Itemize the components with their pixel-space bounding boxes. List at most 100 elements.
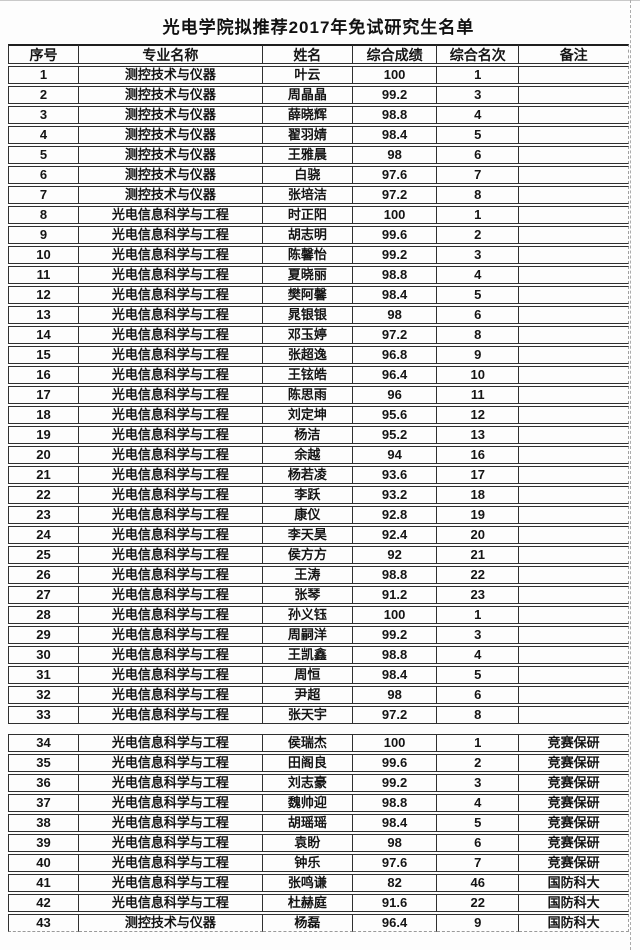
table-row: 6 测控技术与仪器 白骁 97.6 7 <box>8 166 629 184</box>
cell-major: 光电信息科学与工程 <box>79 814 263 832</box>
cell-rank: 46 <box>437 874 520 892</box>
cell-note <box>519 526 629 544</box>
cell-rank: 4 <box>437 266 520 284</box>
cell-rank: 5 <box>437 126 520 144</box>
cell-name: 晁银银 <box>262 306 353 324</box>
cell-rank: 9 <box>437 914 520 932</box>
column-header-name: 姓名 <box>262 44 353 64</box>
cell-rank: 22 <box>437 566 520 584</box>
table-row: 40 光电信息科学与工程 钟乐 97.6 7 竞赛保研 <box>8 854 629 872</box>
cell-seq: 8 <box>8 206 80 224</box>
cell-seq: 33 <box>8 706 80 724</box>
cell-seq: 28 <box>8 606 80 624</box>
table-row: 16 光电信息科学与工程 王铉皓 96.4 10 <box>8 366 629 384</box>
cell-seq: 40 <box>8 854 80 872</box>
cell-score: 98.8 <box>352 794 438 812</box>
cell-name: 王雅晨 <box>262 146 353 164</box>
table-row: 31 光电信息科学与工程 周恒 98.4 5 <box>8 666 629 684</box>
table-row: 34 光电信息科学与工程 侯瑞杰 100 1 竞赛保研 <box>8 734 629 752</box>
cell-name: 陈馨怡 <box>262 246 353 264</box>
cell-seq: 31 <box>8 666 80 684</box>
cell-note <box>519 686 629 704</box>
cell-rank: 5 <box>437 814 520 832</box>
cell-seq: 5 <box>8 146 80 164</box>
cell-major: 光电信息科学与工程 <box>79 626 263 644</box>
cell-rank: 18 <box>437 486 520 504</box>
cell-name: 侯瑞杰 <box>262 734 353 752</box>
cell-seq: 2 <box>8 86 80 104</box>
cell-score: 97.2 <box>352 706 438 724</box>
table-row: 21 光电信息科学与工程 杨若凌 93.6 17 <box>8 466 629 484</box>
cell-note <box>519 306 629 324</box>
cell-seq: 19 <box>8 426 80 444</box>
cell-note <box>519 386 629 404</box>
cell-seq: 41 <box>8 874 80 892</box>
table-row: 25 光电信息科学与工程 侯方方 92 21 <box>8 546 629 564</box>
cell-score: 97.6 <box>352 854 438 872</box>
table-row: 29 光电信息科学与工程 周嗣洋 99.2 3 <box>8 626 629 644</box>
cell-name: 王凯鑫 <box>262 646 353 664</box>
cell-seq: 11 <box>8 266 80 284</box>
cell-major: 光电信息科学与工程 <box>79 734 263 752</box>
cell-rank: 3 <box>437 774 520 792</box>
table-row: 26 光电信息科学与工程 王涛 98.8 22 <box>8 566 629 584</box>
cell-score: 93.2 <box>352 486 438 504</box>
cell-major: 光电信息科学与工程 <box>79 326 263 344</box>
cell-name: 杜赫庭 <box>262 894 353 912</box>
cell-major: 光电信息科学与工程 <box>79 666 263 684</box>
cell-seq: 3 <box>8 106 80 124</box>
table-row: 27 光电信息科学与工程 张琴 91.2 23 <box>8 586 629 604</box>
cell-name: 侯方方 <box>262 546 353 564</box>
cell-rank: 2 <box>437 226 520 244</box>
cell-note <box>519 506 629 524</box>
table-row: 3 测控技术与仪器 薛晓辉 98.8 4 <box>8 106 629 124</box>
cell-note: 竞赛保研 <box>519 734 629 752</box>
cell-score: 98.4 <box>352 286 438 304</box>
cell-rank: 5 <box>437 286 520 304</box>
cell-major: 测控技术与仪器 <box>79 146 263 164</box>
cell-rank: 10 <box>437 366 520 384</box>
cell-name: 翟羽婧 <box>262 126 353 144</box>
cell-rank: 16 <box>437 446 520 464</box>
cell-major: 测控技术与仪器 <box>79 106 263 124</box>
cell-name: 李跃 <box>262 486 353 504</box>
cell-note: 国防科大 <box>519 874 629 892</box>
table-row: 37 光电信息科学与工程 魏帅迎 98.8 4 竞赛保研 <box>8 794 629 812</box>
cell-major: 测控技术与仪器 <box>79 186 263 204</box>
cell-major: 光电信息科学与工程 <box>79 874 263 892</box>
cell-seq: 26 <box>8 566 80 584</box>
cell-score: 98.8 <box>352 266 438 284</box>
cell-name: 刘志豪 <box>262 774 353 792</box>
cell-score: 97.2 <box>352 186 438 204</box>
cell-seq: 25 <box>8 546 80 564</box>
table-row: 9 光电信息科学与工程 胡志明 99.6 2 <box>8 226 629 244</box>
cell-score: 98 <box>352 146 438 164</box>
cell-seq: 39 <box>8 834 80 852</box>
cell-score: 95.2 <box>352 426 438 444</box>
cell-major: 光电信息科学与工程 <box>79 446 263 464</box>
column-header-major: 专业名称 <box>79 44 263 64</box>
cell-score: 96.8 <box>352 346 438 364</box>
cell-name: 张天宇 <box>262 706 353 724</box>
cell-rank: 3 <box>437 86 520 104</box>
cell-score: 92.4 <box>352 526 438 544</box>
cell-name: 周嗣洋 <box>262 626 353 644</box>
cell-note <box>519 226 629 244</box>
cell-score: 91.6 <box>352 894 438 912</box>
cell-note <box>519 106 629 124</box>
cell-rank: 6 <box>437 834 520 852</box>
cell-major: 光电信息科学与工程 <box>79 774 263 792</box>
table-row: 39 光电信息科学与工程 袁盼 98 6 竞赛保研 <box>8 834 629 852</box>
cell-score: 99.2 <box>352 626 438 644</box>
table-row: 22 光电信息科学与工程 李跃 93.2 18 <box>8 486 629 504</box>
cell-rank: 1 <box>437 734 520 752</box>
cell-major: 光电信息科学与工程 <box>79 606 263 624</box>
table-row: 23 光电信息科学与工程 康仪 92.8 19 <box>8 506 629 524</box>
cell-name: 王铉皓 <box>262 366 353 384</box>
cell-name: 胡志明 <box>262 226 353 244</box>
cell-rank: 1 <box>437 606 520 624</box>
table-row: 24 光电信息科学与工程 李天昊 92.4 20 <box>8 526 629 544</box>
cell-name: 周晶晶 <box>262 86 353 104</box>
table-row: 15 光电信息科学与工程 张超逸 96.8 9 <box>8 346 629 364</box>
cell-seq: 18 <box>8 406 80 424</box>
